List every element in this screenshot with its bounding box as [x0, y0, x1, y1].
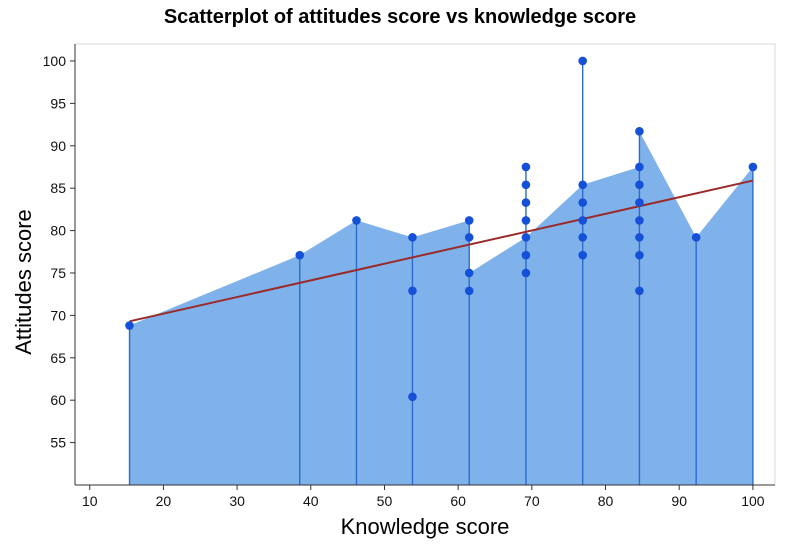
x-axis-label: Knowledge score — [340, 514, 510, 539]
data-point — [635, 180, 644, 190]
y-tick-label: 100 — [43, 53, 67, 69]
fit-line — [129, 179, 754, 323]
fit-line-layer — [129, 179, 754, 323]
y-tick-label: 55 — [50, 435, 66, 451]
data-point — [521, 233, 531, 242]
axes: 10 20 30 40 50 60 70 80 90 100 55 60 65 70 75 80 85 90 95 1… — [43, 44, 775, 509]
data-point — [578, 233, 587, 242]
x-tick-label: 80 — [598, 493, 614, 509]
data-point — [295, 250, 305, 260]
data-point — [521, 162, 531, 172]
y-tick-label: 90 — [50, 138, 66, 154]
x-tick-label: 90 — [671, 493, 687, 509]
data-point — [578, 56, 587, 66]
data-point — [464, 268, 474, 278]
x-tick-label: 50 — [377, 493, 393, 509]
x-tick-label: 10 — [82, 493, 98, 509]
data-point — [521, 216, 531, 225]
x-tick-label: 70 — [524, 493, 540, 509]
data-point — [408, 286, 417, 296]
data-point — [635, 162, 644, 172]
data-point — [635, 198, 644, 207]
data-point — [521, 198, 531, 207]
data-point — [464, 216, 474, 225]
data-point — [635, 216, 644, 225]
data-point — [521, 268, 531, 278]
data-point — [691, 233, 701, 242]
x-tick-label: 30 — [229, 493, 245, 509]
data-point — [635, 233, 644, 242]
x-tick-label: 60 — [450, 493, 466, 509]
chart-title: Scatterplot of attitudes score vs knowle… — [163, 6, 637, 28]
data-point — [748, 162, 758, 172]
x-tick-label: 40 — [303, 493, 319, 509]
data-point — [408, 392, 417, 402]
y-tick-label: 85 — [50, 180, 66, 196]
y-tick-label: 60 — [50, 392, 66, 408]
data-point — [578, 216, 587, 225]
y-tick-label: 65 — [50, 350, 66, 366]
data-point — [521, 250, 531, 260]
data-point — [521, 180, 531, 190]
data-point — [352, 216, 361, 225]
filled-area — [129, 131, 753, 485]
y-tick-label: 95 — [50, 95, 66, 111]
data-point — [125, 321, 134, 330]
data-point — [635, 127, 644, 136]
data-point — [464, 233, 474, 242]
y-tick-label: 75 — [50, 265, 66, 281]
data-point — [578, 198, 587, 207]
x-tick-label: 20 — [156, 493, 172, 509]
data-point — [578, 250, 587, 260]
data-point — [578, 180, 587, 190]
y-tick-label: 80 — [50, 223, 66, 239]
y-tick-label: 70 — [50, 307, 66, 323]
x-tick-label: 100 — [741, 493, 765, 509]
data-point — [464, 286, 474, 296]
y-axis-label: Attitudes score — [11, 209, 36, 355]
area-layer — [129, 131, 753, 485]
points-layer — [125, 56, 758, 402]
data-point — [635, 286, 644, 296]
data-point — [408, 233, 417, 242]
data-point — [635, 250, 644, 260]
